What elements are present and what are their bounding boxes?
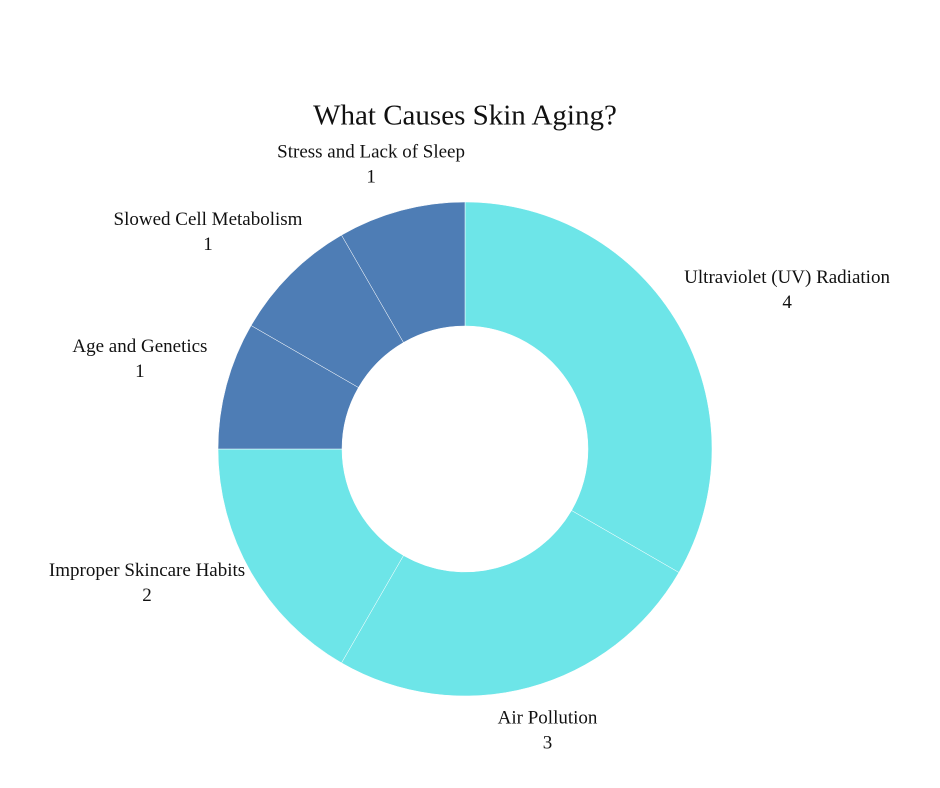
label-value: 4 [782, 292, 792, 313]
slice-label: Improper Skincare Habits 2 [49, 560, 245, 606]
slice-label: Age and Genetics 1 [72, 336, 207, 382]
slice-label: Ultraviolet (UV) Radiation 4 [684, 267, 890, 313]
slice [217, 448, 404, 664]
slice [341, 201, 466, 343]
label-name: Stress and Lack of Sleep [277, 141, 465, 162]
label-value: 3 [543, 732, 553, 753]
label-value: 1 [366, 166, 376, 187]
slice [341, 510, 680, 697]
label-value: 2 [142, 585, 152, 606]
chart-title: What Causes Skin Aging? [313, 100, 617, 132]
label-name: Air Pollution [498, 707, 598, 728]
label-name: Ultraviolet (UV) Radiation [684, 267, 890, 288]
label-name: Improper Skincare Habits [49, 560, 245, 581]
label-name: Slowed Cell Metabolism [114, 209, 303, 230]
slice-label: Slowed Cell Metabolism 1 [114, 209, 303, 255]
label-value: 1 [135, 361, 145, 382]
label-name: Age and Genetics [72, 336, 207, 357]
slice-label: Stress and Lack of Sleep 1 [277, 141, 465, 187]
label-value: 1 [203, 234, 213, 255]
slice-label: Air Pollution 3 [498, 707, 598, 753]
slice [464, 201, 713, 573]
